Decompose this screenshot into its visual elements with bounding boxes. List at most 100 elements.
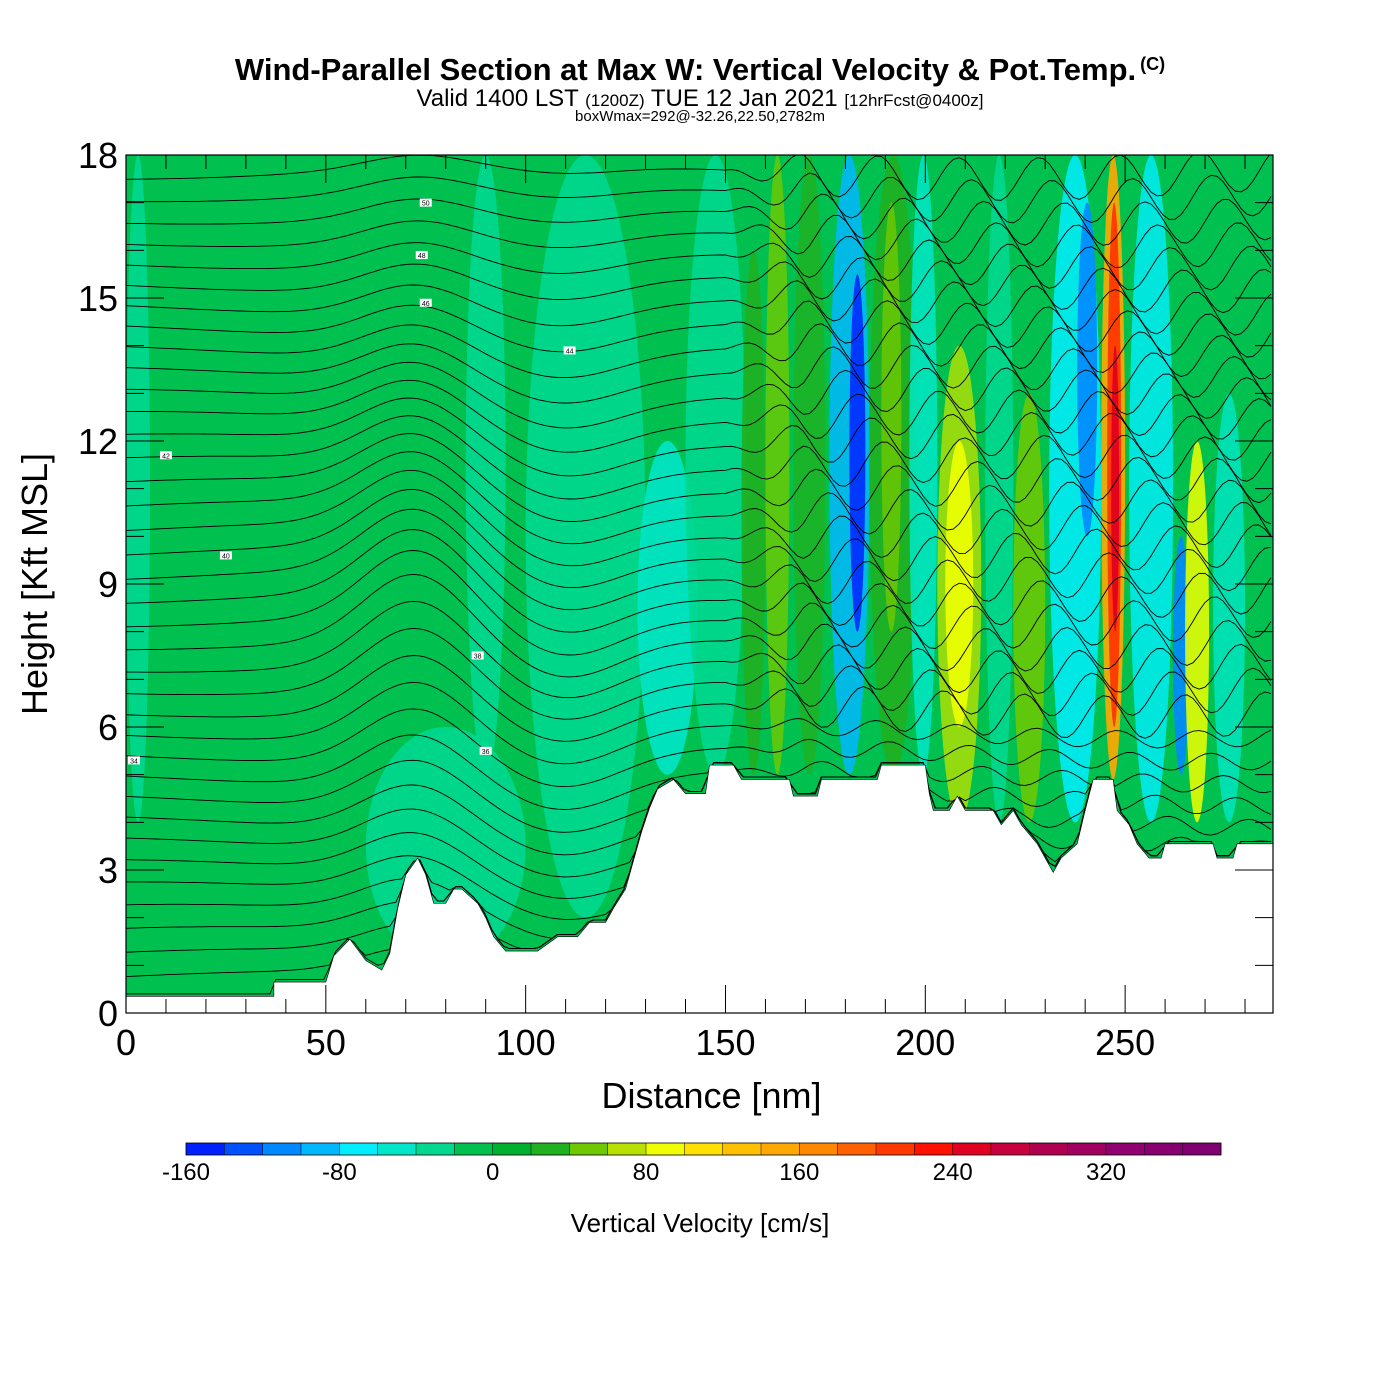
w-down-core <box>1173 536 1190 775</box>
isentrope-line <box>126 529 1272 633</box>
colorbar-swatch <box>492 1143 532 1155</box>
y-tick-label: 15 <box>78 278 118 319</box>
colorbar-swatch <box>952 1143 992 1155</box>
colorbar-swatch <box>761 1143 800 1155</box>
contour-label: 50 <box>419 198 432 208</box>
copyright-mark: (C) <box>1140 54 1166 74</box>
isentrope-line <box>126 214 1272 269</box>
colorbar: -160 -80 0 80 160 240 320 Vertical Velocity [cm… <box>162 1142 1222 1238</box>
colorbar-swatch <box>186 1143 225 1155</box>
contour-label-text: 40 <box>222 553 230 560</box>
y-tick-label: 9 <box>98 564 118 605</box>
forecast-info: [12hrFcst@0400z] <box>844 91 984 110</box>
colorbar-swatch <box>1106 1143 1145 1155</box>
isentrope-line <box>126 415 1272 500</box>
colorbar-swatch <box>837 1143 877 1155</box>
colorbar-swatch <box>646 1143 685 1155</box>
colorbar-swatch <box>684 1143 723 1155</box>
colorbar-swatch <box>416 1143 455 1155</box>
colorbar-swatch <box>607 1143 647 1155</box>
isentrope-line <box>126 193 1272 246</box>
colorbar-tick-label: 80 <box>633 1159 660 1186</box>
colorbar-tick-label: 320 <box>1086 1159 1126 1186</box>
x-tick-label: 50 <box>306 1022 346 1063</box>
isentrope-line <box>126 759 1272 833</box>
contour-label-text: 44 <box>566 348 574 355</box>
contour-label-bg <box>471 651 484 660</box>
w-strip <box>465 155 506 775</box>
isentrope-line <box>126 172 1272 224</box>
w-down-core <box>1077 202 1098 537</box>
isentrope-line <box>126 397 1272 477</box>
colorbar-tick-label: 240 <box>933 1159 973 1186</box>
w-up-core <box>945 441 974 727</box>
y-tick-label: 3 <box>98 850 118 891</box>
contour-label: 42 <box>159 451 172 460</box>
contour-label-bg <box>479 746 492 755</box>
colorbar-swatch <box>339 1143 378 1155</box>
contour-label-text: 36 <box>482 749 490 756</box>
colorbar-swatch <box>1144 1143 1183 1155</box>
y-tick-label: 12 <box>78 421 118 462</box>
isentrope-line <box>126 734 1272 810</box>
contour-label: 46 <box>419 298 432 308</box>
colorbar-swatch <box>454 1143 493 1155</box>
w-patch-mid <box>525 155 646 918</box>
isentrope-line <box>126 627 1272 720</box>
contour-label: 38 <box>471 651 484 661</box>
contour-label: 48 <box>415 251 428 260</box>
isentrope-line <box>126 508 1272 611</box>
w-patch-plateau <box>685 155 746 775</box>
valid-zulu: (1200Z) <box>585 91 645 110</box>
w-down-band <box>1129 155 1174 823</box>
contour-label-bg <box>127 756 140 765</box>
isentrope-line <box>126 379 1272 453</box>
colorbar-tick-label: 0 <box>486 1159 499 1186</box>
colorbar-swatch <box>799 1143 838 1155</box>
isentrope-line <box>126 433 1272 522</box>
isentrope-line <box>126 322 1272 380</box>
colorbar-swatch <box>569 1143 608 1155</box>
colorbar-swatch <box>301 1143 340 1155</box>
y-tick-label: 0 <box>98 993 118 1034</box>
x-tick-label: 150 <box>695 1022 755 1063</box>
isentrope-line <box>126 708 1272 788</box>
w-down-band <box>909 155 938 775</box>
x-tick-label: 0 <box>116 1022 136 1063</box>
contour-label-bg <box>563 346 576 355</box>
contour-label-bg <box>419 198 432 207</box>
isentrope-line <box>126 236 1272 291</box>
colorbar-swatch <box>1067 1143 1107 1155</box>
colorbar-swatch <box>722 1143 762 1155</box>
y-tick-label: 18 <box>78 135 118 176</box>
isentrope-line <box>126 278 1272 336</box>
isentrope-line <box>126 600 1272 699</box>
contour-label-text: 46 <box>422 301 430 308</box>
contour-label: 36 <box>479 746 492 756</box>
boxwmax-info: boxWmax=292@-32.26,22.50,2782m <box>575 108 825 125</box>
isentrope-line <box>126 655 1272 742</box>
x-tick-label: 200 <box>895 1022 955 1063</box>
w-up-core <box>1185 441 1210 823</box>
colorbar-swatch <box>914 1143 953 1155</box>
isentrope-line <box>126 550 1272 656</box>
w-up-band <box>881 202 902 632</box>
isentrope-line <box>126 469 1272 567</box>
colorbar-swatch <box>224 1143 263 1155</box>
terrain-mask <box>126 764 1273 1013</box>
y-tick-label: 6 <box>98 707 118 748</box>
contour-label: 40 <box>219 551 232 560</box>
contour-label-text: 48 <box>418 253 426 260</box>
valid-time-line: Valid 1400 LST (1200Z) TUE 12 Jan 2021 [… <box>0 85 1400 113</box>
contour-label-text: 42 <box>162 453 170 460</box>
x-tick-label: 100 <box>496 1022 556 1063</box>
title-text: Wind-Parallel Section at Max W: Vertical… <box>234 52 1137 87</box>
contour-label-text: 34 <box>130 758 138 765</box>
plot-area: 50 48 46 44 42 40 38 36 34 <box>126 155 1273 1013</box>
contour-label: 44 <box>563 346 576 355</box>
colorbar-label: Vertical Velocity [cm/s] <box>571 1208 830 1238</box>
isentrope-line <box>126 257 1272 314</box>
colorbar-swatch <box>876 1143 915 1155</box>
